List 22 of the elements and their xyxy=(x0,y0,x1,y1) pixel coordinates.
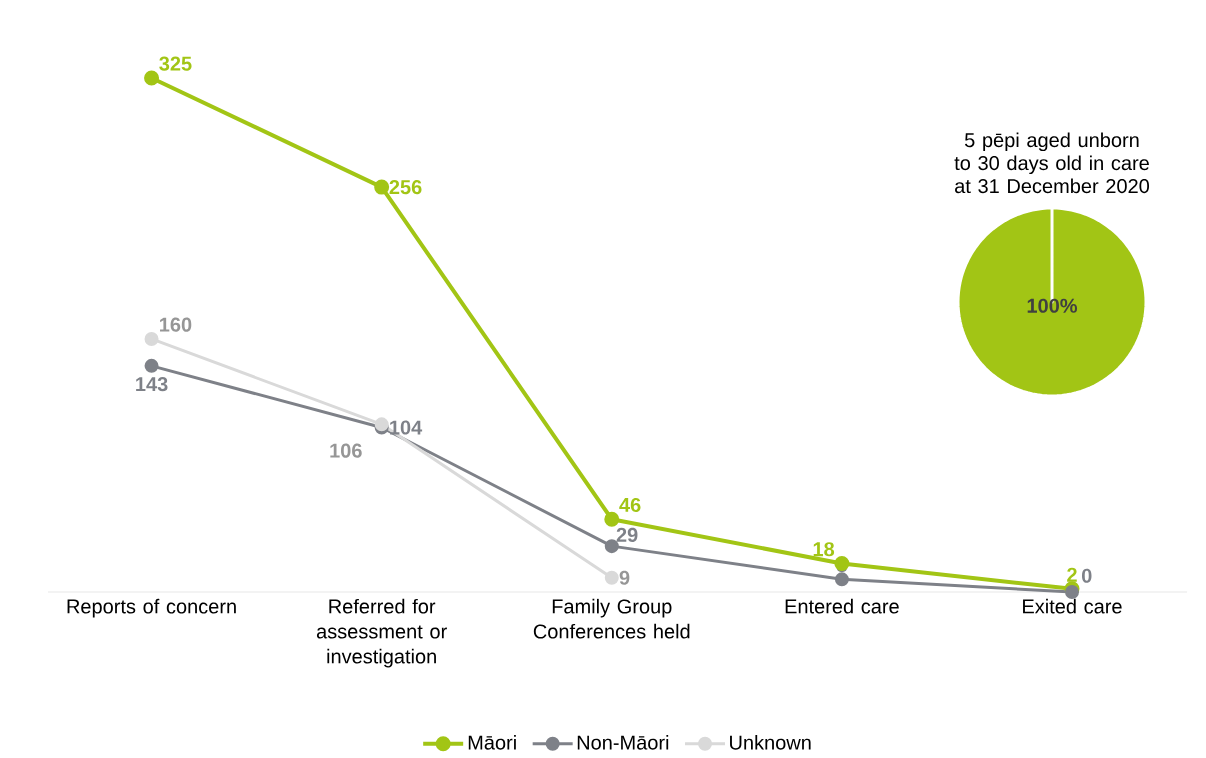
data-label: 325 xyxy=(159,56,192,71)
data-label: 104 xyxy=(390,420,423,435)
legend-label: Unknown xyxy=(730,734,811,750)
data-label: 256 xyxy=(389,180,422,195)
x-tick-label: Entered care xyxy=(785,598,899,614)
data-label: 0 xyxy=(1082,568,1092,583)
data-label: 9 xyxy=(619,570,630,585)
chart-title: 5 pēpi aged unborn to 30 days old in care at 31 December 2020 xyxy=(954,132,1150,194)
data-label: 29 xyxy=(616,527,638,542)
x-tick-label: Referred for assessment or investigation xyxy=(316,598,447,668)
legend-label: Non-Māori xyxy=(577,734,669,750)
x-tick-label: Family Group Conferences held xyxy=(533,598,690,639)
x-tick-label: Exited care xyxy=(1023,598,1122,614)
x-tick-label: Reports of concern xyxy=(67,598,236,618)
data-label: 100% xyxy=(1027,298,1078,313)
data-label: 106 xyxy=(330,443,362,458)
data-label: 2 xyxy=(1067,567,1077,582)
data-label: 18 xyxy=(813,542,835,557)
data-label: 46 xyxy=(619,497,641,513)
data-label: 160 xyxy=(160,317,192,332)
legend-label: Māori xyxy=(468,734,516,750)
data-label: 143 xyxy=(136,377,168,392)
